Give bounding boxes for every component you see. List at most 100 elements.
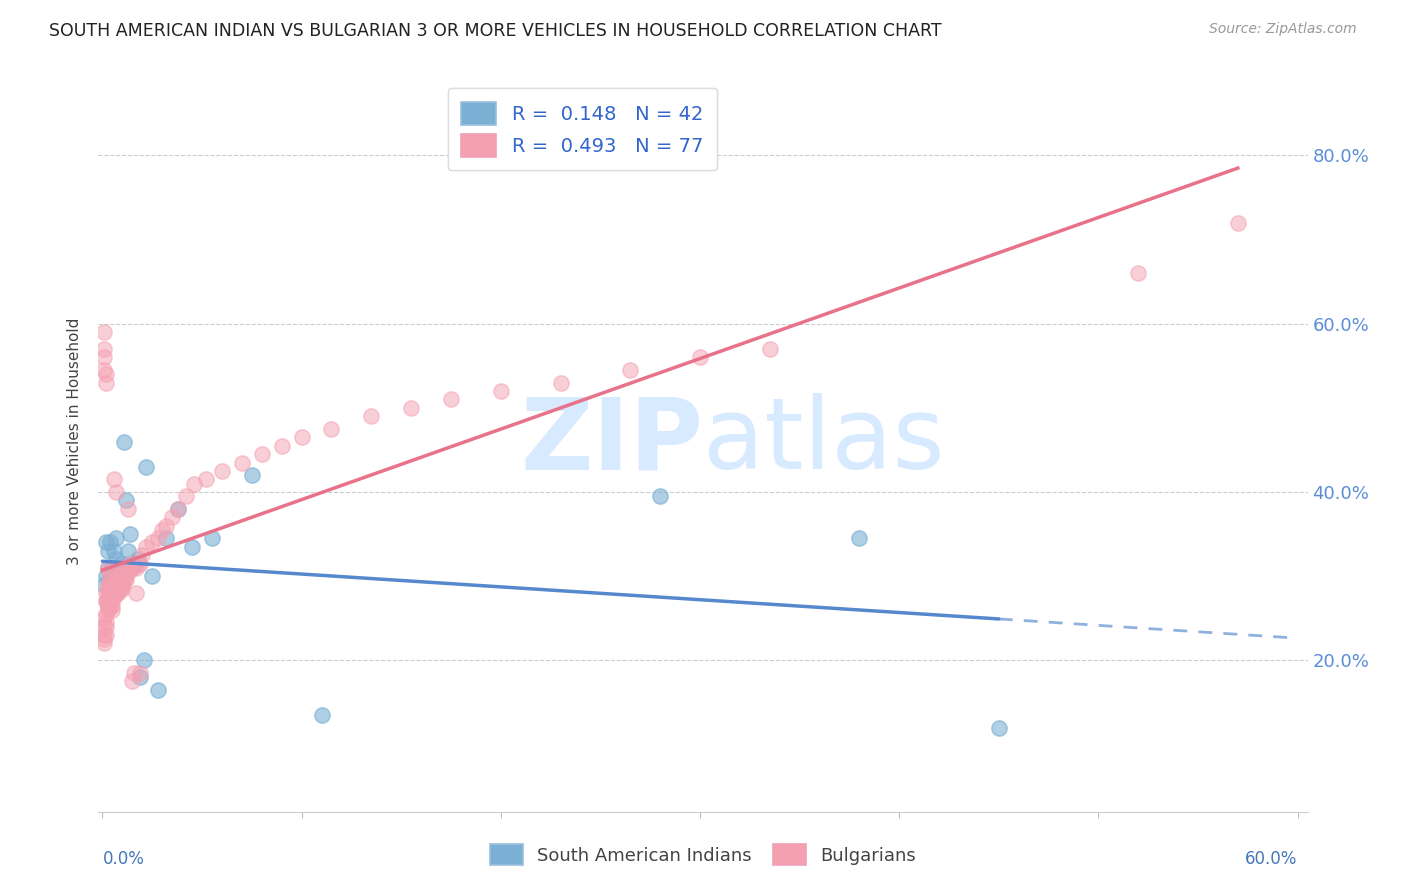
Point [155,518,177,533]
Point [120,527,142,541]
Point [97,560,120,574]
Point [110,569,132,583]
Point [127,557,149,571]
Point [93,342,115,356]
Point [110,582,132,596]
Point [96,620,118,634]
Point [135,540,157,554]
Point [112,434,135,449]
Point [121,560,143,574]
Point [270,439,292,453]
Point [125,560,148,574]
Point [96,376,118,390]
Point [100,599,122,613]
Point [124,557,146,571]
Point [129,557,152,571]
Point [183,476,205,491]
Point [111,560,134,574]
Point [117,544,139,558]
Point [100,594,122,608]
Point [97,599,120,613]
Point [115,574,138,588]
Point [96,607,118,621]
Point [110,574,132,588]
Point [97,577,120,591]
Point [105,586,128,600]
Point [195,472,218,486]
Point [160,510,183,524]
Point [96,628,118,642]
Point [101,586,124,600]
Point [103,472,125,486]
Point [100,569,122,583]
Point [103,586,125,600]
Point [987,721,1010,735]
Point [321,422,343,436]
Point [131,548,153,562]
Point [115,569,138,583]
Point [121,560,143,574]
Text: atlas: atlas [703,393,945,490]
Point [167,501,190,516]
Point [100,577,122,591]
Point [112,574,135,588]
Text: ZIP: ZIP [520,393,703,490]
Point [101,590,124,604]
Point [240,468,263,483]
Point [181,540,204,554]
Point [111,577,134,591]
Legend: R =  0.148   N = 42, R =  0.493   N = 77: R = 0.148 N = 42, R = 0.493 N = 77 [447,88,717,170]
Point [100,569,122,583]
Point [120,557,142,571]
Point [107,586,129,600]
Point [97,603,120,617]
Point [103,582,125,596]
Point [107,574,129,588]
Point [105,552,128,566]
Point [96,615,118,630]
Point [111,577,134,591]
Point [103,577,125,591]
Point [96,586,118,600]
Point [440,392,463,407]
Point [101,560,124,574]
Point [97,586,120,600]
Point [167,501,190,516]
Point [550,376,572,390]
Point [96,594,118,608]
Point [111,557,134,571]
Point [117,565,139,579]
Point [101,603,124,617]
Point [107,569,129,583]
Point [96,535,118,549]
Point [141,535,163,549]
Point [96,594,118,608]
Point [117,501,139,516]
Point [96,368,118,382]
Point [93,363,115,377]
Point [148,531,170,545]
Point [291,430,314,444]
Point [101,574,124,588]
Point [93,628,115,642]
Point [311,708,333,723]
Point [97,594,120,608]
Point [100,565,122,579]
Text: SOUTH AMERICAN INDIAN VS BULGARIAN 3 OR MORE VEHICLES IN HOUSEHOLD CORRELATION C: SOUTH AMERICAN INDIAN VS BULGARIAN 3 OR … [49,22,942,40]
Point [360,409,382,424]
Point [111,582,134,596]
Point [489,384,512,398]
Point [105,577,128,591]
Point [101,594,124,608]
Point [135,459,157,474]
Point [174,489,197,503]
Point [100,586,122,600]
Point [105,531,128,545]
Point [1128,266,1150,280]
Point [758,342,780,356]
Point [100,582,122,596]
Point [97,594,120,608]
Point [93,632,115,647]
Point [103,544,125,558]
Point [96,569,118,583]
